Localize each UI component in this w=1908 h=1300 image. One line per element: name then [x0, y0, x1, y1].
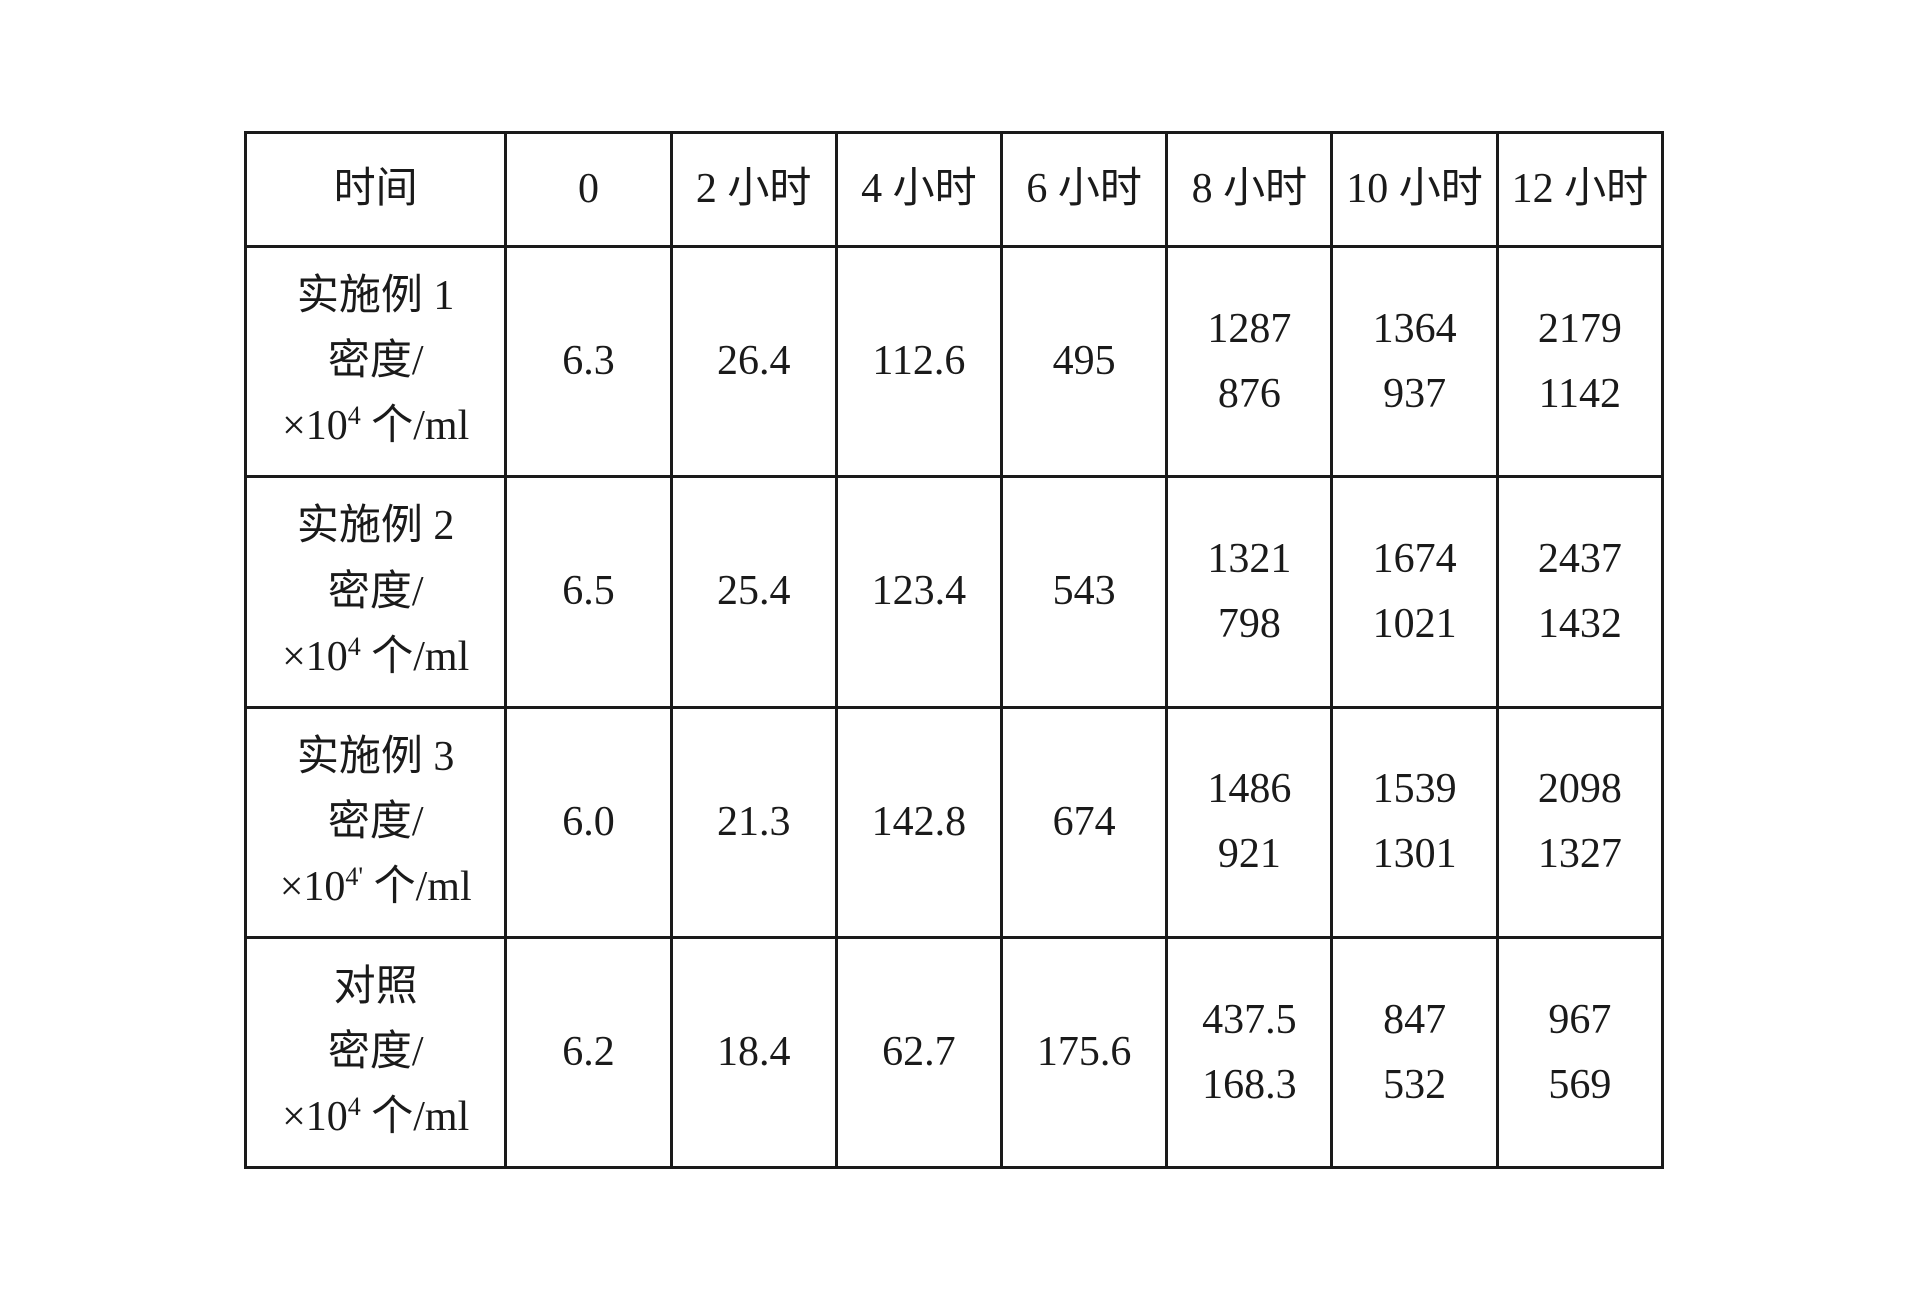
data-cell-stacked: 1287 876 [1167, 247, 1332, 477]
header-col: 2 小时 [671, 132, 836, 246]
row-density-label: 密度/ [255, 560, 496, 625]
cell-value-bottom: 798 [1174, 592, 1324, 657]
unit-suffix: 个/ml [361, 1094, 470, 1140]
data-cell-stacked: 967 569 [1497, 937, 1662, 1167]
unit-exponent: 4 [348, 401, 361, 430]
unit-exponent: 4' [345, 862, 363, 891]
row-unit: ×104' 个/ml [255, 855, 496, 920]
cell-value-top: 1364 [1339, 297, 1489, 362]
data-cell-stacked: 1539 1301 [1332, 707, 1497, 937]
unit-prefix: ×10 [282, 403, 348, 449]
row-density-label: 密度/ [255, 329, 496, 394]
data-cell: 6.0 [506, 707, 671, 937]
unit-suffix: 个/ml [361, 403, 470, 449]
header-col: 6 小时 [1002, 132, 1167, 246]
data-cell: 112.6 [836, 247, 1001, 477]
data-cell-stacked: 1364 937 [1332, 247, 1497, 477]
table-row: 实施例 3 密度/ ×104' 个/ml 6.0 21.3 142.8 674 … [246, 707, 1663, 937]
row-unit: ×104 个/ml [255, 394, 496, 459]
row-header: 实施例 2 密度/ ×104 个/ml [246, 477, 506, 707]
data-cell: 175.6 [1002, 937, 1167, 1167]
cell-value-bottom: 1432 [1505, 592, 1655, 657]
row-title: 实施例 3 [297, 734, 455, 780]
data-cell: 21.3 [671, 707, 836, 937]
row-header: 实施例 3 密度/ ×104' 个/ml [246, 707, 506, 937]
data-cell-stacked: 1486 921 [1167, 707, 1332, 937]
cell-value-bottom: 1021 [1339, 592, 1489, 657]
data-cell-stacked: 1321 798 [1167, 477, 1332, 707]
table-body: 实施例 1 密度/ ×104 个/ml 6.3 26.4 112.6 495 1… [246, 247, 1663, 1168]
row-density-label: 密度/ [255, 790, 496, 855]
header-col: 4 小时 [836, 132, 1001, 246]
data-cell: 62.7 [836, 937, 1001, 1167]
row-header: 对照 密度/ ×104 个/ml [246, 937, 506, 1167]
unit-exponent: 4 [348, 1092, 361, 1121]
cell-value-top: 1674 [1339, 527, 1489, 592]
table-row: 实施例 1 密度/ ×104 个/ml 6.3 26.4 112.6 495 1… [246, 247, 1663, 477]
row-header: 实施例 1 密度/ ×104 个/ml [246, 247, 506, 477]
row-unit: ×104 个/ml [255, 625, 496, 690]
data-cell: 25.4 [671, 477, 836, 707]
data-cell-stacked: 437.5 168.3 [1167, 937, 1332, 1167]
table-row: 实施例 2 密度/ ×104 个/ml 6.5 25.4 123.4 543 1… [246, 477, 1663, 707]
row-density-label: 密度/ [255, 1020, 496, 1085]
cell-value-top: 2437 [1505, 527, 1655, 592]
header-time-label: 时间 [246, 132, 506, 246]
cell-value-bottom: 1327 [1505, 822, 1655, 887]
cell-value-top: 1287 [1174, 297, 1324, 362]
data-cell-stacked: 2179 1142 [1497, 247, 1662, 477]
unit-prefix: ×10 [280, 864, 346, 910]
data-cell: 6.2 [506, 937, 671, 1167]
data-cell: 142.8 [836, 707, 1001, 937]
cell-value-top: 847 [1339, 988, 1489, 1053]
cell-value-bottom: 876 [1174, 362, 1324, 427]
unit-exponent: 4 [348, 632, 361, 661]
header-col: 10 小时 [1332, 132, 1497, 246]
cell-value-top: 967 [1505, 988, 1655, 1053]
cell-value-top: 1321 [1174, 527, 1324, 592]
data-cell: 123.4 [836, 477, 1001, 707]
data-cell: 495 [1002, 247, 1167, 477]
row-title: 实施例 1 [297, 273, 455, 319]
data-table-wrapper: 时间 0 2 小时 4 小时 6 小时 8 小时 10 小时 12 小时 实施例… [244, 131, 1664, 1170]
data-cell: 6.3 [506, 247, 671, 477]
cell-value-bottom: 532 [1339, 1053, 1489, 1118]
table-row: 对照 密度/ ×104 个/ml 6.2 18.4 62.7 175.6 437… [246, 937, 1663, 1167]
cell-value-top: 2179 [1505, 297, 1655, 362]
cell-value-top: 2098 [1505, 757, 1655, 822]
cell-value-top: 437.5 [1174, 988, 1324, 1053]
cell-value-bottom: 937 [1339, 362, 1489, 427]
row-title: 实施例 2 [297, 503, 455, 549]
cell-value-top: 1486 [1174, 757, 1324, 822]
cell-value-bottom: 921 [1174, 822, 1324, 887]
header-col: 0 [506, 132, 671, 246]
unit-suffix: 个/ml [363, 864, 472, 910]
data-table: 时间 0 2 小时 4 小时 6 小时 8 小时 10 小时 12 小时 实施例… [244, 131, 1664, 1170]
unit-prefix: ×10 [282, 1094, 348, 1140]
data-cell: 6.5 [506, 477, 671, 707]
header-col: 8 小时 [1167, 132, 1332, 246]
data-cell: 674 [1002, 707, 1167, 937]
data-cell: 26.4 [671, 247, 836, 477]
row-title: 对照 [334, 964, 418, 1010]
cell-value-bottom: 1301 [1339, 822, 1489, 887]
cell-value-top: 1539 [1339, 757, 1489, 822]
data-cell-stacked: 847 532 [1332, 937, 1497, 1167]
cell-value-bottom: 168.3 [1174, 1053, 1324, 1118]
row-unit: ×104 个/ml [255, 1085, 496, 1150]
cell-value-bottom: 569 [1505, 1053, 1655, 1118]
table-header-row: 时间 0 2 小时 4 小时 6 小时 8 小时 10 小时 12 小时 [246, 132, 1663, 246]
unit-suffix: 个/ml [361, 634, 470, 680]
data-cell-stacked: 2437 1432 [1497, 477, 1662, 707]
data-cell-stacked: 1674 1021 [1332, 477, 1497, 707]
data-cell: 543 [1002, 477, 1167, 707]
data-cell-stacked: 2098 1327 [1497, 707, 1662, 937]
data-cell: 18.4 [671, 937, 836, 1167]
unit-prefix: ×10 [282, 634, 348, 680]
header-col: 12 小时 [1497, 132, 1662, 246]
cell-value-bottom: 1142 [1505, 362, 1655, 427]
